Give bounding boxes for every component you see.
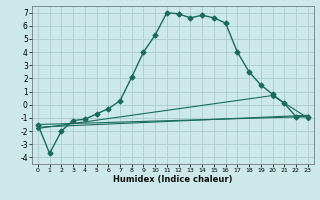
X-axis label: Humidex (Indice chaleur): Humidex (Indice chaleur) bbox=[113, 175, 233, 184]
